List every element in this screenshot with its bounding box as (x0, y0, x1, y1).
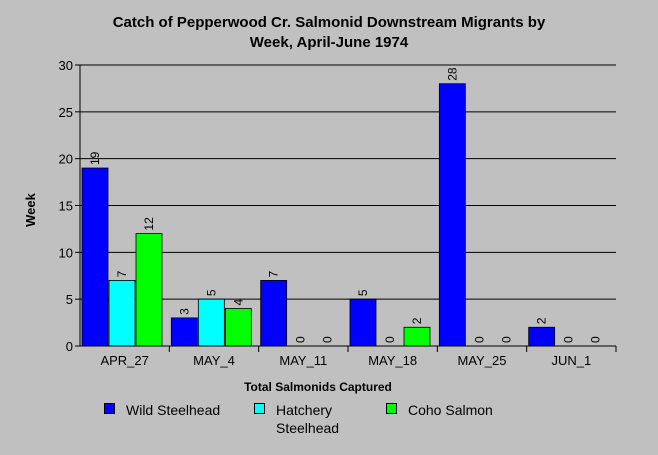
x-tick-label: MAY_18 (368, 353, 417, 368)
legend-label-coho-salmon: Coho Salmon (408, 402, 493, 418)
x-tick-label: JUN_1 (551, 353, 591, 368)
data-label: 2 (535, 317, 549, 324)
x-tick-label: APR_27 (100, 353, 148, 368)
axes (75, 64, 617, 352)
y-axis-title: Week (23, 192, 38, 226)
y-tick-label: 10 (59, 245, 73, 260)
data-label: 12 (142, 217, 156, 231)
data-label: 7 (115, 270, 129, 277)
data-label: 5 (204, 289, 218, 296)
data-label: 0 (472, 336, 486, 343)
bars (81, 83, 556, 347)
y-tick-label: 0 (66, 339, 73, 354)
bar (224, 308, 252, 347)
bar (81, 167, 109, 347)
bar (438, 83, 466, 347)
x-tick-label: MAY_4 (193, 353, 235, 368)
bar (349, 298, 377, 347)
grid-lines (80, 64, 616, 346)
bar (528, 326, 556, 347)
data-label: 4 (231, 299, 245, 306)
legend-swatch-coho-salmon (386, 403, 397, 414)
y-tick-label: 15 (59, 199, 73, 214)
bar (260, 280, 288, 347)
data-label: 0 (589, 336, 603, 343)
chart-title-line-2: Week, April-June 1974 (249, 34, 409, 51)
legend-swatch-wild-steelhead (104, 403, 115, 414)
legend-label-hatchery-steelhead: Hatchery Steelhead (276, 402, 340, 436)
data-label: 0 (294, 336, 308, 343)
data-label: 0 (383, 336, 397, 343)
y-tick-label: 5 (66, 292, 73, 307)
data-label: 3 (177, 308, 191, 315)
data-label: 0 (499, 336, 513, 343)
data-label: 0 (321, 336, 335, 343)
data-label: 0 (562, 336, 576, 343)
chart-title-line-1: Catch of Pepperwood Cr. Salmonid Downstr… (112, 14, 546, 31)
x-tick-label: MAY_11 (279, 353, 327, 368)
legend-label-wild-steelhead: Wild Steelhead (126, 402, 221, 418)
data-label: 7 (267, 270, 281, 277)
y-tick-label: 20 (59, 152, 73, 167)
y-tick-label: 30 (59, 58, 73, 73)
data-label: 19 (88, 151, 102, 165)
data-label: 28 (445, 67, 459, 81)
bar (197, 298, 225, 347)
legend-swatch-hatchery-steelhead (254, 403, 265, 414)
data-label: 2 (410, 317, 424, 324)
bar (403, 326, 431, 347)
bar (135, 233, 163, 347)
bar (108, 280, 136, 347)
chart-title: Catch of Pepperwood Cr. Salmonid Downstr… (0, 13, 658, 53)
bar (170, 317, 198, 347)
x-tick-label: MAY_25 (458, 353, 507, 368)
y-tick-label: 25 (59, 105, 73, 120)
data-label: 5 (356, 289, 370, 296)
x-axis-title: Total Salmonids Captured (244, 380, 392, 394)
